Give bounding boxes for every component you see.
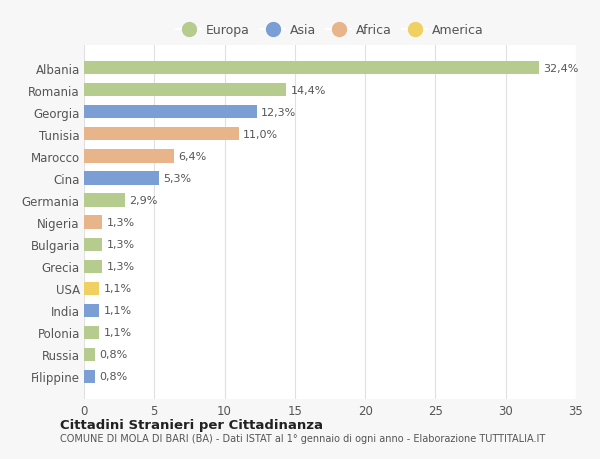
Bar: [84, 150, 174, 163]
Text: 1,1%: 1,1%: [104, 284, 132, 294]
Text: 0,8%: 0,8%: [100, 350, 128, 360]
Text: 1,3%: 1,3%: [106, 218, 134, 228]
Bar: [84, 128, 239, 141]
Text: 1,3%: 1,3%: [106, 262, 134, 272]
Text: 12,3%: 12,3%: [261, 107, 296, 118]
Text: 1,1%: 1,1%: [104, 328, 132, 338]
Text: 32,4%: 32,4%: [544, 64, 579, 73]
Text: 0,8%: 0,8%: [100, 372, 128, 381]
Bar: [84, 348, 95, 361]
Text: 5,3%: 5,3%: [163, 174, 191, 184]
Text: 6,4%: 6,4%: [178, 151, 206, 162]
Bar: [84, 62, 539, 75]
Text: 1,3%: 1,3%: [106, 240, 134, 250]
Bar: [84, 260, 102, 273]
Bar: [84, 216, 102, 229]
Bar: [84, 238, 102, 251]
Bar: [84, 194, 125, 207]
Legend: Europa, Asia, Africa, America: Europa, Asia, Africa, America: [176, 24, 484, 37]
Text: COMUNE DI MOLA DI BARI (BA) - Dati ISTAT al 1° gennaio di ogni anno - Elaborazio: COMUNE DI MOLA DI BARI (BA) - Dati ISTAT…: [60, 433, 545, 442]
Text: 2,9%: 2,9%: [129, 196, 157, 206]
Text: 11,0%: 11,0%: [243, 129, 278, 140]
Bar: [84, 304, 100, 317]
Bar: [84, 370, 95, 383]
Bar: [84, 326, 100, 339]
Text: 14,4%: 14,4%: [290, 85, 326, 95]
Bar: [84, 172, 158, 185]
Bar: [84, 84, 286, 97]
Bar: [84, 106, 257, 119]
Text: Cittadini Stranieri per Cittadinanza: Cittadini Stranieri per Cittadinanza: [60, 418, 323, 431]
Text: 1,1%: 1,1%: [104, 306, 132, 316]
Bar: [84, 282, 100, 295]
